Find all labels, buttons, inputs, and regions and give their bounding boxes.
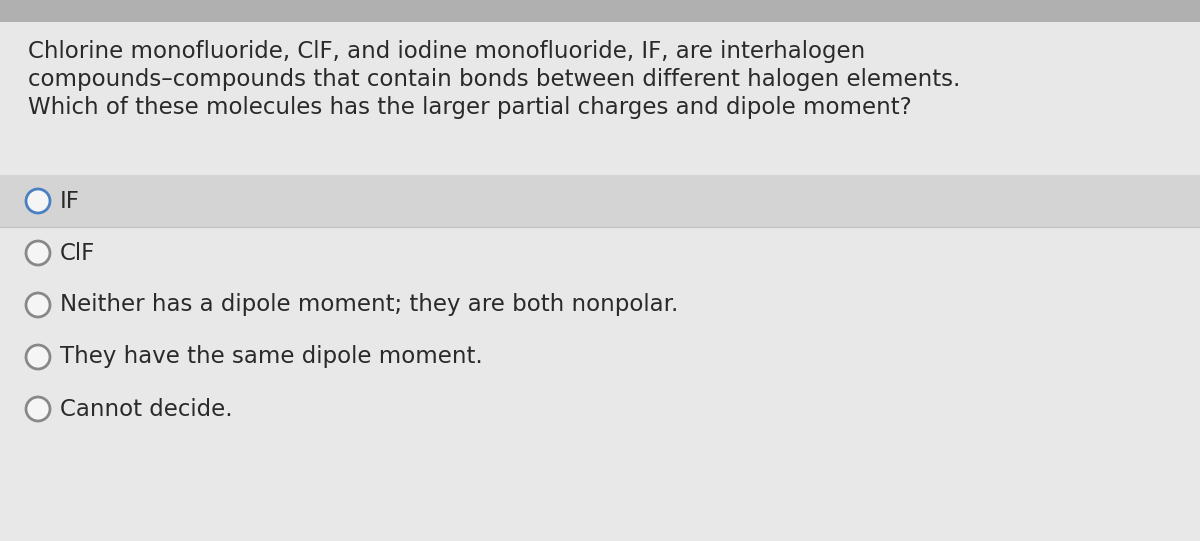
FancyBboxPatch shape — [0, 331, 1200, 383]
Text: IF: IF — [60, 189, 80, 213]
Text: ClF: ClF — [60, 241, 95, 265]
Circle shape — [26, 345, 50, 369]
FancyBboxPatch shape — [0, 383, 1200, 435]
Text: Chlorine monofluoride, ClF, and iodine monofluoride, IF, are interhalogen: Chlorine monofluoride, ClF, and iodine m… — [28, 40, 865, 63]
Text: Cannot decide.: Cannot decide. — [60, 398, 233, 420]
Text: compounds–compounds that contain bonds between different halogen elements.: compounds–compounds that contain bonds b… — [28, 68, 960, 91]
Circle shape — [26, 293, 50, 317]
Circle shape — [26, 189, 50, 213]
FancyBboxPatch shape — [0, 175, 1200, 227]
FancyBboxPatch shape — [0, 0, 1200, 22]
Circle shape — [26, 241, 50, 265]
Text: Neither has a dipole moment; they are both nonpolar.: Neither has a dipole moment; they are bo… — [60, 294, 678, 316]
Text: They have the same dipole moment.: They have the same dipole moment. — [60, 346, 482, 368]
FancyBboxPatch shape — [0, 227, 1200, 279]
FancyBboxPatch shape — [0, 279, 1200, 331]
Circle shape — [26, 397, 50, 421]
Text: Which of these molecules has the larger partial charges and dipole moment?: Which of these molecules has the larger … — [28, 96, 912, 119]
